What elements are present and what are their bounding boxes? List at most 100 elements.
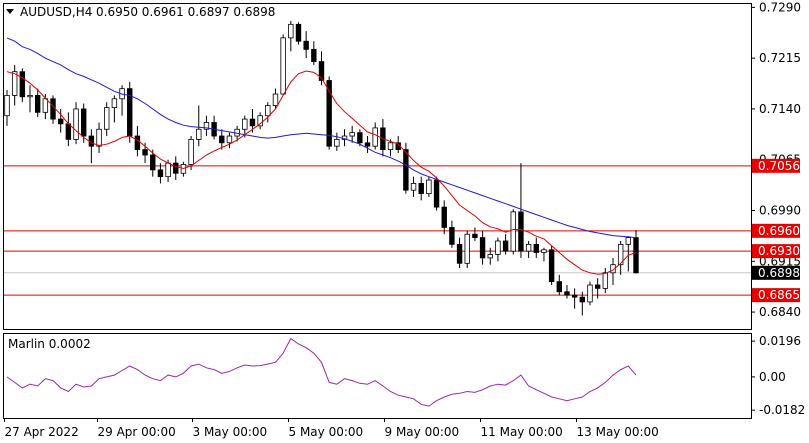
candle [426, 176, 432, 197]
bull-candle-body [196, 128, 202, 140]
candle [479, 230, 486, 265]
candle [533, 237, 539, 258]
candle [265, 102, 271, 123]
bull-candle-body [602, 272, 609, 289]
bull-candle-body [587, 284, 593, 303]
level-label-text: 0.6960 [758, 224, 800, 238]
current-price-label: 0.6898 [752, 265, 800, 280]
bull-candle-body [242, 118, 248, 130]
candle [564, 284, 570, 299]
bear-candle-body [134, 135, 141, 150]
bull-candle-body [487, 254, 493, 259]
bear-candle-body [594, 284, 601, 289]
candle [510, 209, 516, 255]
price-tick-label: 0.6990 [759, 204, 801, 218]
horizontal-levels [4, 165, 751, 296]
candle [219, 129, 225, 150]
candle [617, 240, 624, 275]
candle [464, 230, 470, 269]
price-level-labels: 0.7056 0.6960 0.6930 0.6865 0.6898 [752, 158, 800, 303]
level-label-box [752, 223, 800, 238]
time-tick-label: 13 May 00:00 [577, 425, 659, 439]
price-tick-label: 0.7290 [759, 0, 801, 14]
bear-candle-body [364, 142, 371, 147]
bull-candle-body [625, 237, 632, 245]
bull-candle-body [188, 139, 194, 165]
current-price-text: 0.6898 [758, 266, 800, 280]
bull-candle-body [349, 132, 355, 137]
candle [242, 115, 248, 138]
candle [127, 81, 133, 143]
candle [495, 237, 501, 262]
bear-candle-body [65, 123, 72, 140]
bear-candle-body [579, 296, 586, 303]
level-label-text: 0.7056 [758, 159, 800, 173]
bear-candle-body [571, 294, 578, 298]
candle [449, 220, 455, 248]
time-tick-label: 29 Apr 00:00 [98, 425, 176, 439]
bull-candle-body [334, 139, 340, 147]
indicator-label: Marlin 0.0002 [8, 337, 91, 351]
candle [357, 129, 363, 147]
candle [81, 103, 87, 143]
candle [27, 85, 33, 113]
indicator-tick-label: -0.0182 [759, 403, 805, 417]
time-tick-label: 11 May 00:00 [481, 425, 563, 439]
bull-candle-body [288, 23, 294, 39]
bull-candle-body [257, 115, 263, 127]
bull-candle-body [4, 95, 10, 117]
candle [203, 115, 210, 137]
level-label: 0.6960 [752, 223, 800, 238]
ohlc-label: 0.6950 0.6961 0.6897 0.6898 [96, 5, 275, 19]
bear-candle-body [518, 211, 524, 252]
symbol-dropdown-icon[interactable] [6, 9, 14, 14]
candle [518, 163, 524, 258]
bull-candle-body [265, 105, 271, 117]
candle [96, 122, 102, 153]
candle [295, 22, 302, 45]
candle [410, 176, 417, 197]
candle [311, 41, 317, 65]
bear-candle-body [433, 179, 440, 208]
candle [387, 139, 394, 157]
candle [226, 132, 233, 149]
candle [150, 149, 156, 177]
bear-candle-body [479, 237, 486, 259]
indicator-tick-label: 0.00 [759, 370, 786, 384]
level-label-box [752, 288, 800, 303]
bear-candle-body [472, 233, 478, 238]
bear-candle-body [357, 132, 363, 144]
candle [73, 102, 79, 145]
bull-candle-body [387, 142, 394, 150]
candle [548, 245, 555, 285]
candle [625, 236, 632, 272]
bull-candle-body [42, 98, 49, 113]
level-label: 0.6930 [752, 244, 800, 259]
bull-candle-body [495, 240, 501, 255]
candle [587, 281, 593, 306]
bull-candle-body [464, 233, 470, 264]
indicator-axis: 0.0196 0.00 -0.0182 [751, 334, 805, 417]
bull-candle-body [96, 128, 102, 147]
level-label-text: 0.6865 [758, 288, 800, 302]
bull-candle-body [410, 183, 417, 191]
bear-candle-body [311, 48, 317, 62]
bull-candle-body [203, 122, 210, 130]
candle [602, 268, 609, 294]
bear-candle-body [19, 71, 26, 98]
candle [104, 102, 110, 137]
symbol-label: AUDUSD,H4 [20, 5, 92, 19]
sma-line [6, 37, 637, 239]
candle [472, 227, 478, 241]
candle [349, 125, 355, 143]
level-label-text: 0.6930 [758, 244, 800, 258]
candle [403, 142, 409, 194]
bull-candle-body [27, 95, 33, 98]
bear-candle-body [556, 281, 562, 293]
candle [280, 34, 286, 96]
bear-candle-body [57, 118, 64, 125]
candle [11, 64, 18, 106]
candle [326, 76, 332, 150]
